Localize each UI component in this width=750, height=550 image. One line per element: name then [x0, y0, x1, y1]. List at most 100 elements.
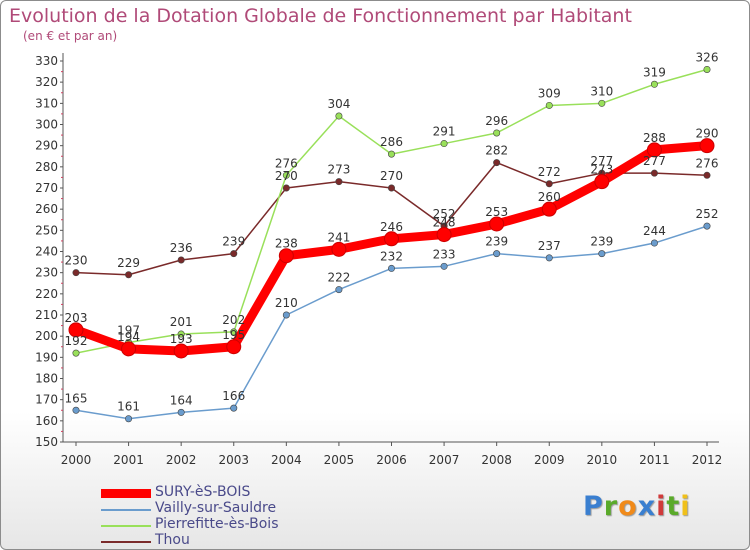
x-tick-label: 2007: [429, 453, 460, 467]
chart-title: Evolution de la Dotation Globale de Fonc…: [9, 5, 632, 27]
data-point: [650, 239, 658, 247]
data-point: [489, 216, 505, 232]
data-point: [230, 250, 238, 258]
data-point: [545, 254, 553, 262]
data-label: 237: [538, 239, 561, 253]
data-label: 230: [65, 254, 88, 268]
data-label: 201: [170, 315, 193, 329]
legend-swatch-pierrefitte: [101, 525, 151, 527]
data-label: 241: [327, 230, 350, 244]
y-tick-label: 160: [35, 414, 58, 428]
data-label: 166: [222, 389, 245, 403]
data-label: 286: [380, 135, 403, 149]
data-label: 277: [590, 154, 613, 168]
x-tick-label: 2005: [324, 453, 355, 467]
data-label: 203: [65, 311, 88, 325]
data-label: 210: [275, 296, 298, 310]
data-point: [545, 180, 553, 188]
data-label: 288: [643, 131, 666, 145]
data-label: 229: [117, 256, 140, 270]
data-label: 276: [696, 156, 719, 170]
data-point: [703, 222, 711, 230]
data-point: [173, 343, 189, 359]
data-point: [125, 271, 133, 279]
data-label: 244: [643, 224, 666, 238]
series-line-2: [75, 68, 708, 354]
data-label: 319: [643, 65, 666, 79]
y-tick-label: 230: [35, 266, 58, 280]
data-label: 291: [433, 125, 456, 139]
y-tick-label: 190: [35, 350, 58, 364]
data-label: 304: [327, 97, 350, 111]
data-label: 238: [275, 237, 298, 251]
logo-letter: o: [618, 491, 638, 522]
data-label: 290: [696, 127, 719, 141]
data-label: 273: [590, 163, 613, 177]
data-point: [282, 184, 290, 192]
x-tick-label: 2012: [692, 453, 723, 467]
logo-letter: r: [603, 491, 619, 522]
logo-letter: t: [666, 491, 681, 522]
y-tick-label: 220: [35, 287, 58, 301]
data-point: [436, 227, 452, 243]
y-tick-label: 180: [35, 372, 58, 386]
logo-letter: P: [583, 491, 604, 522]
x-tick-label: 2006: [376, 453, 407, 467]
data-point: [230, 404, 238, 412]
legend-label-vailly: Vailly-sur-Sauldre: [155, 500, 277, 516]
y-tick-label: 150: [35, 435, 58, 449]
data-point: [121, 341, 137, 357]
data-point: [594, 174, 610, 190]
data-point: [177, 408, 185, 416]
data-point: [278, 248, 294, 264]
y-tick-label: 260: [35, 202, 58, 216]
x-tick-label: 2000: [61, 453, 92, 467]
data-label: 165: [65, 391, 88, 405]
data-point: [703, 171, 711, 179]
data-label: 239: [485, 235, 508, 249]
data-point: [226, 339, 242, 355]
data-label: 239: [590, 235, 613, 249]
data-point: [72, 406, 80, 414]
data-label: 236: [170, 241, 193, 255]
data-label: 282: [485, 144, 508, 158]
data-point: [282, 311, 290, 319]
proxiti-logo: Proxiti: [583, 491, 691, 522]
data-label: 232: [380, 249, 403, 263]
data-point: [541, 201, 557, 217]
data-label: 296: [485, 114, 508, 128]
data-point: [493, 159, 501, 167]
data-point: [230, 328, 238, 336]
y-tick-label: 280: [35, 160, 58, 174]
data-label: 202: [222, 313, 245, 327]
data-point: [598, 99, 606, 107]
data-label: 161: [117, 400, 140, 414]
logo-letter: i: [680, 491, 691, 522]
data-point: [331, 241, 347, 257]
data-point: [177, 330, 185, 338]
data-label: 310: [590, 84, 613, 98]
data-point: [335, 112, 343, 120]
data-point: [646, 142, 662, 158]
y-tick-label: 250: [35, 223, 58, 237]
x-tick-label: 2010: [587, 453, 618, 467]
y-tick-label: 200: [35, 329, 58, 343]
data-label: 197: [117, 324, 140, 338]
x-tick-label: 2001: [113, 453, 144, 467]
data-point: [493, 250, 501, 258]
data-label: 194: [117, 330, 140, 344]
data-point: [177, 256, 185, 264]
data-label: 246: [380, 220, 403, 234]
chart-subtitle: (en € et par an): [23, 29, 118, 43]
legend-label-thou: Thou: [155, 532, 190, 548]
data-label: 248: [433, 216, 456, 230]
data-point: [387, 184, 395, 192]
data-label: 239: [222, 235, 245, 249]
legend-label-sury: SURY-èS-BOIS: [155, 484, 251, 500]
data-point: [335, 286, 343, 294]
data-label: 193: [170, 332, 193, 346]
data-label: 164: [170, 393, 193, 407]
data-label: 222: [327, 271, 350, 285]
y-tick-label: 270: [35, 181, 58, 195]
